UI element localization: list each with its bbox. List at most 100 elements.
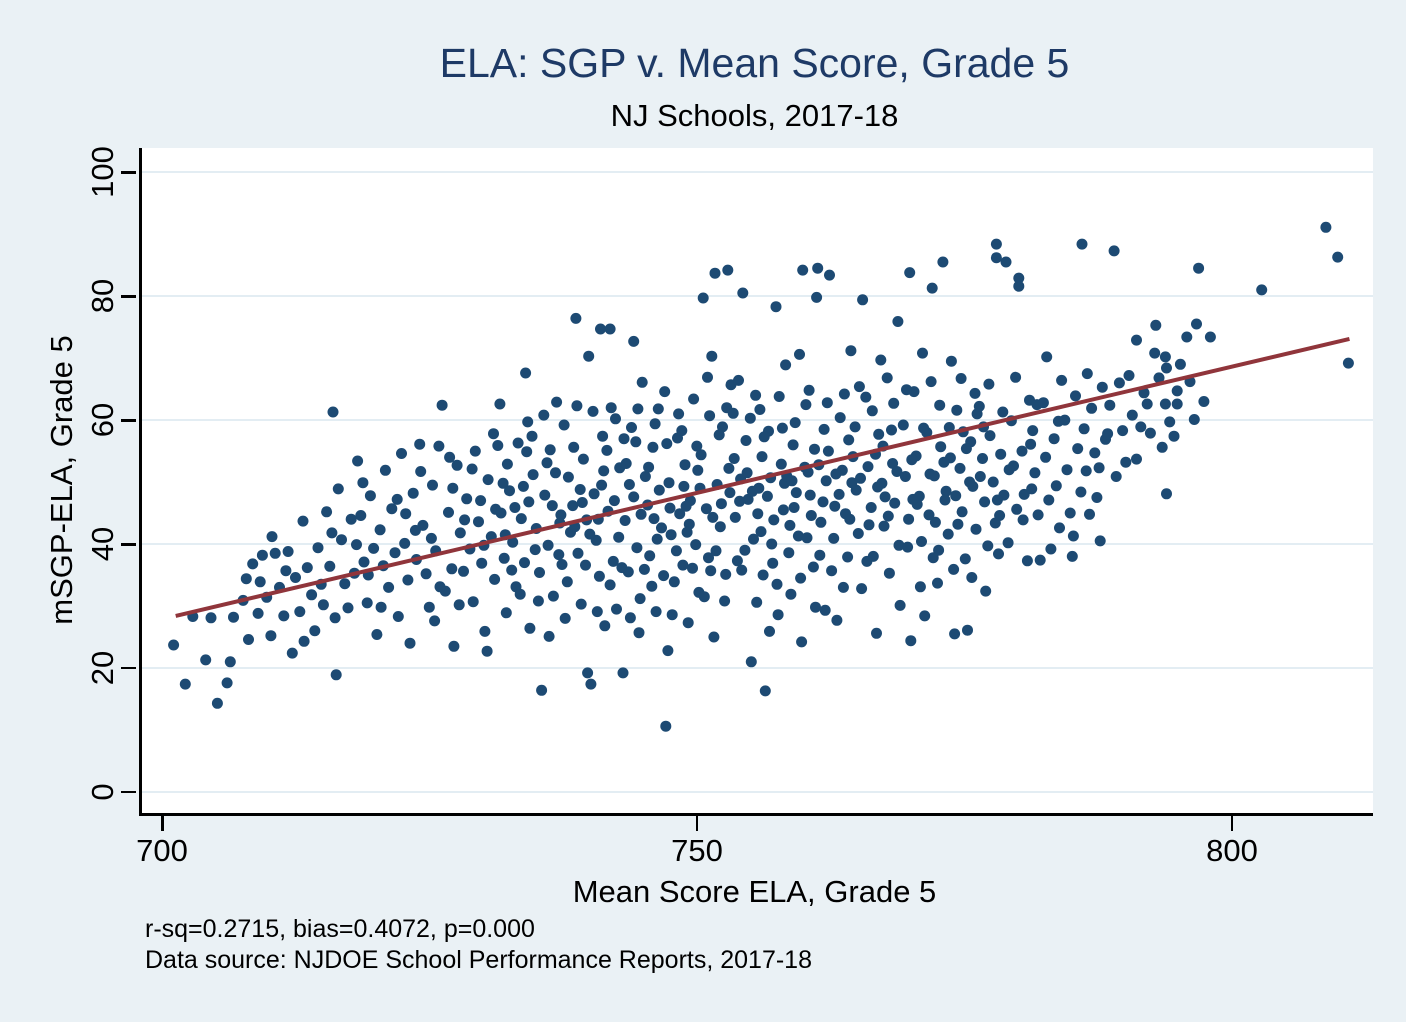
data-point: [644, 550, 656, 562]
data-point: [497, 477, 509, 489]
data-point: [889, 497, 901, 509]
data-point: [722, 264, 734, 276]
data-point: [681, 526, 693, 538]
data-point: [1153, 372, 1165, 384]
data-point: [727, 407, 739, 419]
data-point: [626, 422, 637, 433]
x-axis-title: Mean Score ELA, Grade 5: [572, 874, 937, 909]
data-point: [1123, 370, 1135, 381]
data-point: [759, 685, 771, 697]
data-point: [574, 484, 586, 495]
data-point: [559, 612, 571, 624]
data-point: [653, 484, 665, 496]
data-point: [1159, 351, 1171, 363]
data-point: [1054, 522, 1065, 534]
data-point: [1070, 390, 1081, 402]
data-point: [665, 529, 677, 541]
data-point: [688, 393, 700, 405]
data-point: [853, 381, 865, 393]
data-point: [582, 667, 594, 679]
data-point: [789, 417, 801, 429]
data-point: [1150, 319, 1162, 331]
data-point: [400, 508, 412, 520]
data-point: [555, 509, 567, 521]
data-point: [821, 397, 833, 409]
data-point: [731, 555, 743, 567]
data-point: [862, 461, 874, 473]
data-point: [824, 269, 835, 281]
data-point: [1171, 398, 1183, 410]
data-point: [479, 625, 491, 637]
data-point: [1332, 251, 1344, 263]
data-point: [1034, 554, 1046, 566]
x-tick-mark: [161, 816, 164, 831]
data-point: [532, 595, 544, 607]
data-point: [838, 388, 850, 400]
data-point: [939, 494, 951, 506]
data-point: [703, 552, 714, 564]
data-point: [301, 562, 313, 574]
data-point: [404, 637, 416, 649]
data-point: [547, 590, 559, 602]
data-point: [632, 403, 644, 415]
data-point: [970, 523, 982, 535]
data-point: [661, 438, 673, 450]
data-point: [628, 335, 640, 347]
data-point: [446, 563, 458, 575]
data-point: [846, 477, 858, 489]
data-point: [663, 477, 675, 489]
data-point: [697, 292, 709, 304]
data-point: [810, 601, 821, 613]
data-point: [932, 577, 943, 589]
data-point: [1159, 398, 1171, 410]
data-point: [695, 449, 707, 461]
y-tick-label: 60: [85, 402, 120, 438]
data-point: [660, 720, 672, 732]
data-point: [646, 580, 658, 592]
data-point: [309, 625, 321, 637]
data-point: [797, 264, 809, 276]
data-point: [1013, 272, 1025, 284]
data-point: [1025, 438, 1037, 450]
data-point: [495, 507, 507, 519]
data-point: [392, 611, 404, 622]
data-point: [221, 677, 233, 689]
data-point: [1120, 456, 1132, 468]
data-point: [751, 596, 763, 608]
data-point: [409, 524, 421, 536]
data-point: [469, 445, 481, 457]
data-point: [512, 437, 524, 449]
data-point: [1117, 425, 1129, 437]
data-point: [1032, 509, 1044, 521]
data-point: [541, 457, 553, 469]
data-point: [604, 579, 616, 591]
data-point: [983, 378, 995, 390]
data-point: [873, 428, 885, 440]
data-point: [345, 513, 357, 525]
y-tick-mark: [121, 295, 136, 298]
data-point: [583, 350, 595, 362]
data-point: [987, 476, 999, 488]
y-gridline: [142, 543, 1373, 546]
data-point: [687, 562, 698, 574]
data-point: [822, 445, 834, 457]
data-point: [342, 602, 354, 614]
data-point: [899, 471, 911, 482]
fit-line: [175, 336, 1350, 618]
data-point: [818, 423, 830, 435]
data-point: [790, 487, 802, 499]
data-point: [634, 593, 646, 605]
data-point: [443, 506, 454, 518]
data-point: [269, 547, 281, 559]
data-point: [833, 488, 845, 500]
data-point: [1093, 462, 1105, 474]
data-point: [618, 433, 630, 445]
data-point: [514, 588, 526, 600]
data-point: [698, 591, 710, 603]
data-point: [925, 376, 937, 388]
data-point: [330, 669, 342, 681]
data-point: [919, 610, 931, 622]
scatter-svg: [168, 221, 1354, 732]
data-point: [974, 471, 986, 482]
data-point: [750, 389, 762, 401]
